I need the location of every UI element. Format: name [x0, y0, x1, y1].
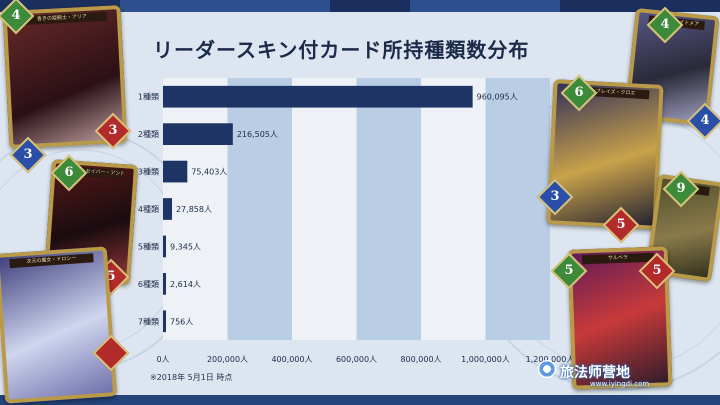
card-cost-value: 9: [676, 181, 686, 196]
data-label: 27,858人: [176, 205, 212, 214]
x-tick-label: 0人: [156, 355, 169, 364]
category-label: 5種類: [138, 241, 159, 251]
x-tick-label: 1,000,000人: [461, 355, 510, 364]
card-cost-value: 4: [660, 17, 670, 32]
bar: [163, 123, 233, 145]
card-cost-value: 6: [64, 165, 74, 180]
data-label: 9,345人: [170, 242, 201, 251]
category-label: 1種類: [138, 92, 159, 102]
data-label: 960,095人: [477, 93, 518, 102]
bar: [163, 198, 172, 220]
top-stripe: [0, 0, 720, 12]
card-defense-value: 3: [108, 123, 118, 138]
category-label: 2種類: [138, 129, 159, 139]
watermark: 旅法师营地 www.iyingdi.com: [560, 362, 649, 388]
data-label: 216,505人: [237, 130, 278, 139]
card-cost-value: 5: [564, 263, 574, 278]
watermark-url: www.iyingdi.com: [590, 380, 650, 388]
grid-band: [227, 78, 292, 340]
card-2: 次元の魔女・ドロシー: [0, 246, 118, 404]
data-label: 75,403人: [191, 168, 227, 177]
watermark-logo-icon: [538, 360, 556, 378]
bar: [163, 310, 166, 333]
grid-band: [485, 78, 550, 340]
x-tick-label: 400,000人: [271, 355, 312, 364]
bar: [163, 85, 473, 108]
x-tick-label: 600,000人: [336, 355, 377, 364]
card-attack-value: 3: [550, 189, 560, 204]
top-stripe-segment: [330, 0, 410, 12]
bar: [163, 160, 188, 183]
top-stripe-segment: [560, 0, 720, 12]
card-defense-value: 5: [652, 263, 662, 278]
card-frame: [0, 246, 118, 404]
card-defense-value: 5: [616, 217, 626, 232]
card-attack-value: 3: [23, 147, 33, 162]
category-label: 3種類: [138, 167, 159, 177]
bar: [163, 235, 167, 258]
bar: [163, 273, 166, 295]
category-label: 4種類: [138, 204, 159, 214]
chart-title: リーダースキン付カード所持種類数分布: [153, 38, 530, 62]
data-label: 756人: [170, 317, 193, 326]
card-attack-value: 4: [700, 113, 710, 128]
card-cost-value: 6: [574, 85, 584, 100]
grid-band: [356, 78, 421, 340]
category-label: 6種類: [138, 279, 159, 289]
x-tick-label: 1,200,000人: [526, 355, 575, 364]
watermark-text: 旅法师营地: [560, 365, 630, 381]
footnote: ※2018年 5月1日 時点: [150, 373, 233, 382]
category-label: 7種類: [138, 316, 159, 326]
bottom-stripe: [0, 395, 720, 405]
data-label: 2,614人: [170, 280, 201, 289]
x-tick-label: 200,000人: [207, 355, 248, 364]
x-tick-label: 800,000人: [400, 355, 441, 364]
card-cost-value: 4: [11, 8, 21, 23]
